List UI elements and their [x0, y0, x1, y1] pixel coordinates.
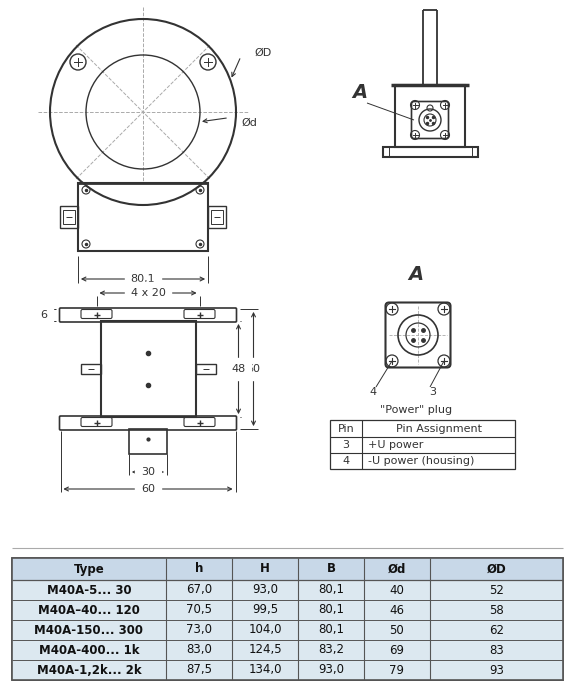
Text: 80,1: 80,1 — [318, 604, 344, 616]
Text: M40A-150... 300: M40A-150... 300 — [34, 623, 144, 637]
Text: Type: Type — [74, 563, 105, 575]
Text: 52: 52 — [489, 584, 504, 597]
Text: 60: 60 — [247, 364, 260, 374]
Text: 58: 58 — [489, 604, 504, 616]
Text: 62: 62 — [489, 623, 504, 637]
Bar — [12, 600, 563, 620]
Bar — [208, 206, 226, 228]
Bar — [382, 147, 477, 157]
Text: 83,2: 83,2 — [318, 644, 344, 657]
Bar — [211, 210, 223, 224]
Text: 4 x 20: 4 x 20 — [131, 288, 166, 298]
Text: 104,0: 104,0 — [248, 623, 282, 637]
Text: 80,1: 80,1 — [318, 584, 344, 597]
Text: "Power" plug: "Power" plug — [380, 405, 452, 415]
Text: -U power (housing): -U power (housing) — [368, 456, 474, 466]
Bar — [101, 321, 196, 417]
Bar — [330, 420, 515, 469]
Text: ØD: ØD — [254, 48, 271, 58]
Bar — [12, 620, 563, 640]
Bar — [78, 183, 208, 251]
Text: 50: 50 — [390, 623, 404, 637]
Text: 99,5: 99,5 — [252, 604, 278, 616]
Bar — [60, 206, 78, 228]
Text: 87,5: 87,5 — [186, 664, 212, 676]
Bar — [12, 640, 563, 660]
Text: h: h — [195, 563, 203, 575]
Text: 83: 83 — [489, 644, 504, 657]
Bar — [196, 364, 216, 374]
Text: ØD: ØD — [486, 563, 507, 575]
Bar — [78, 183, 208, 251]
Text: H: H — [260, 563, 270, 575]
Text: 70,5: 70,5 — [186, 604, 212, 616]
Text: 79: 79 — [389, 664, 404, 676]
Bar — [81, 364, 101, 374]
Text: 67,0: 67,0 — [186, 584, 212, 597]
Bar — [129, 429, 167, 454]
Text: M40A-1,2k... 2k: M40A-1,2k... 2k — [37, 664, 141, 676]
Text: 46: 46 — [389, 604, 404, 616]
Text: 80,1: 80,1 — [318, 623, 344, 637]
Text: 134,0: 134,0 — [248, 664, 282, 676]
Text: 6: 6 — [40, 310, 47, 320]
Bar — [12, 558, 563, 680]
Text: 3: 3 — [430, 387, 436, 397]
Bar — [12, 660, 563, 680]
Text: M40A-400... 1k: M40A-400... 1k — [39, 644, 139, 657]
Text: 124,5: 124,5 — [248, 644, 282, 657]
Text: A: A — [352, 84, 367, 103]
Bar — [63, 210, 75, 224]
Text: 40: 40 — [390, 584, 404, 597]
Bar — [12, 558, 563, 680]
Text: 4: 4 — [370, 387, 377, 397]
Text: 93: 93 — [489, 664, 504, 676]
Text: Pin: Pin — [338, 424, 354, 433]
Bar — [395, 85, 465, 147]
Text: 4: 4 — [343, 456, 350, 466]
Text: Ød: Ød — [241, 118, 257, 128]
Text: 3: 3 — [343, 440, 350, 450]
Text: M40A-5... 30: M40A-5... 30 — [47, 584, 131, 597]
Text: 60: 60 — [141, 484, 155, 494]
Text: 73,0: 73,0 — [186, 623, 212, 637]
Text: 48: 48 — [231, 364, 246, 374]
Bar — [12, 580, 563, 600]
Text: 93,0: 93,0 — [252, 584, 278, 597]
Text: 30: 30 — [141, 467, 155, 477]
Text: 83,0: 83,0 — [186, 644, 212, 657]
Text: 69: 69 — [389, 644, 404, 657]
Text: 80,1: 80,1 — [131, 274, 155, 284]
Bar — [12, 558, 563, 580]
Text: B: B — [327, 563, 335, 575]
Text: +U power: +U power — [368, 440, 423, 450]
Text: Pin Assignment: Pin Assignment — [396, 424, 481, 433]
Text: Ød: Ød — [388, 563, 406, 575]
Text: M40A–40... 120: M40A–40... 120 — [38, 604, 140, 616]
Text: A: A — [408, 265, 424, 285]
Text: 93,0: 93,0 — [318, 664, 344, 676]
